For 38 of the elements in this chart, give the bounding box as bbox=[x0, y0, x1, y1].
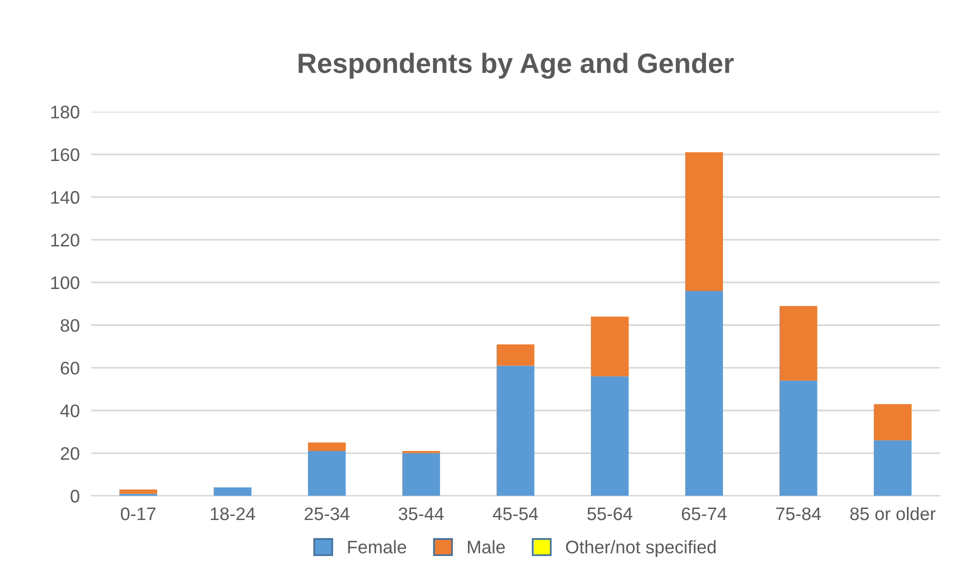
bar bbox=[590, 376, 629, 496]
x-tick-label: 45-54 bbox=[492, 508, 538, 520]
x-tick-label: 75-84 bbox=[776, 507, 821, 520]
bar bbox=[496, 366, 534, 496]
x-tick-label: 35-44 bbox=[398, 507, 444, 520]
x-tick-label: 65-74 bbox=[682, 507, 727, 520]
bar bbox=[780, 306, 818, 381]
bar bbox=[308, 442, 346, 452]
y-tick-label: 0 bbox=[70, 490, 80, 503]
y-tick-label: 180 bbox=[51, 106, 80, 118]
y-tick-label: 60 bbox=[60, 362, 80, 375]
y-tick-label: 140 bbox=[51, 191, 80, 204]
bar bbox=[874, 404, 912, 440]
bar bbox=[590, 316, 629, 376]
y-tick-label: 20 bbox=[60, 447, 80, 460]
bar bbox=[308, 451, 346, 496]
x-tick-label: 85 or older bbox=[850, 506, 936, 520]
bar bbox=[119, 489, 158, 494]
bar bbox=[214, 487, 252, 496]
y-tick-label: 40 bbox=[60, 404, 80, 418]
x-tick-label: 55-64 bbox=[587, 507, 632, 520]
bar bbox=[402, 453, 440, 496]
bar bbox=[685, 291, 723, 496]
x-tick-label: 25-34 bbox=[304, 507, 350, 520]
legend-label: Other/not specified bbox=[566, 540, 716, 558]
y-tick-label: 80 bbox=[60, 319, 80, 332]
x-tick-label: 18-24 bbox=[210, 507, 256, 520]
bar bbox=[780, 380, 818, 496]
bar bbox=[685, 152, 723, 291]
bar bbox=[874, 440, 912, 496]
x-tick-label: 0-17 bbox=[120, 507, 156, 520]
legend-label: Male bbox=[468, 540, 505, 554]
bar bbox=[496, 344, 534, 366]
legend-label: Female bbox=[348, 540, 406, 554]
y-tick-label: 120 bbox=[51, 234, 80, 247]
chart-title: Respondents by Age and Gender bbox=[298, 52, 734, 79]
y-tick-label: 100 bbox=[51, 276, 80, 290]
y-tick-label: 160 bbox=[51, 148, 80, 162]
